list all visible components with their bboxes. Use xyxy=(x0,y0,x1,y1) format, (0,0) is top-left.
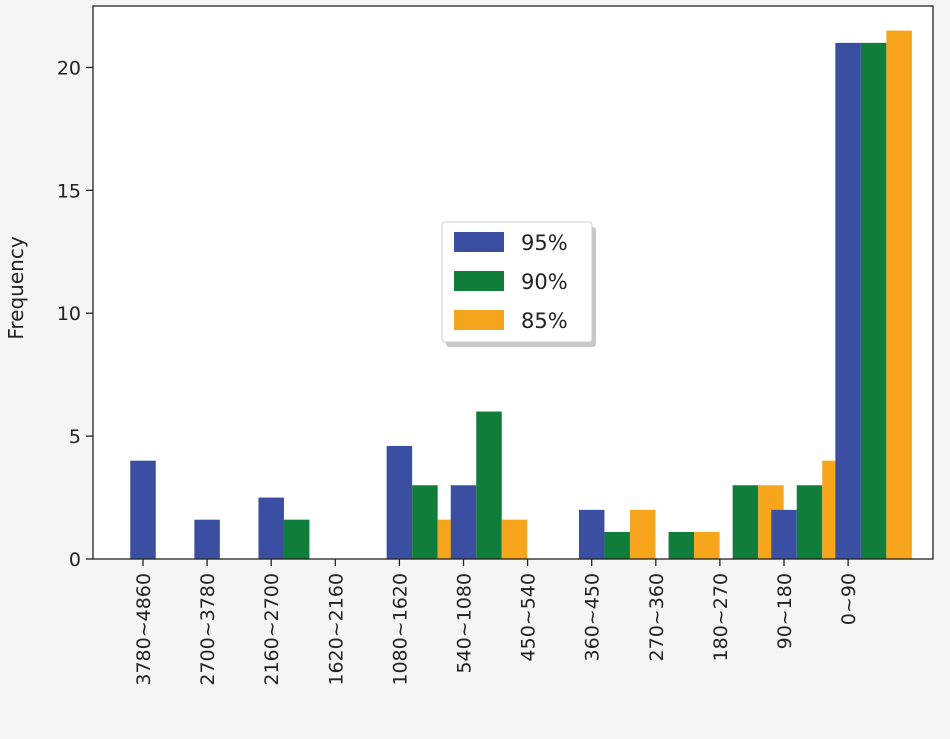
x-axis: 3780~4860 2700~3780 2160~2700 1620~2160 1080… xyxy=(133,559,860,686)
bar-90pct-0~90 xyxy=(860,42,887,560)
bar-95pct-540~1080 xyxy=(450,485,477,559)
x-tick-label: 540~1080 xyxy=(454,573,476,674)
bar-95pct-360~450 xyxy=(578,509,605,559)
bar-90pct-1080~1620 xyxy=(412,485,438,559)
legend-swatch-90 xyxy=(454,271,504,291)
bar-95pct-2160~2700 xyxy=(258,497,284,559)
x-tick-label: 1620~2160 xyxy=(325,573,347,686)
bar-90pct-540~1080 xyxy=(476,411,502,559)
x-tick-label: 90~180 xyxy=(774,573,796,649)
x-tick-label: 360~450 xyxy=(582,573,604,661)
x-tick-label: 3780~4860 xyxy=(133,573,155,686)
bar-95pct-3780~4860 xyxy=(130,460,156,559)
x-tick-label: 0~90 xyxy=(838,573,860,625)
bar-90pct-90~180 xyxy=(796,485,823,559)
legend-swatch-95 xyxy=(454,232,504,252)
y-axis-label: Frequency xyxy=(4,236,28,339)
bar-95pct-0~90 xyxy=(835,42,861,560)
y-tick-label: 15 xyxy=(57,180,81,202)
legend: 95% 90% 85% xyxy=(441,221,596,347)
x-tick-label: 1080~1620 xyxy=(389,573,411,686)
bars-layer xyxy=(130,30,912,560)
bar-90pct-360~450 xyxy=(604,531,630,559)
legend-label-95: 95% xyxy=(521,231,568,255)
plot-frame xyxy=(92,5,934,560)
y-tick-label: 10 xyxy=(57,303,81,325)
x-tick-label: 2700~3780 xyxy=(197,573,219,686)
x-tick-label: 2160~2700 xyxy=(261,573,283,686)
bar-90pct-2160~2700 xyxy=(283,519,310,559)
bar-95pct-1080~1620 xyxy=(386,445,413,559)
y-axis: 0 5 10 15 20 xyxy=(57,57,93,571)
y-tick-label: 5 xyxy=(69,426,81,448)
x-tick-label: 180~270 xyxy=(710,573,732,661)
bar-90pct-270~360 xyxy=(668,531,695,559)
y-tick-label: 0 xyxy=(69,549,81,571)
bar-95pct-90~180 xyxy=(771,509,797,559)
bar-95pct-2700~3780 xyxy=(194,519,220,559)
x-tick-label: 450~540 xyxy=(518,573,540,661)
bar-90pct-180~270 xyxy=(732,485,759,559)
y-tick-label: 20 xyxy=(57,57,81,79)
legend-label-90: 90% xyxy=(521,270,568,294)
x-tick-label: 270~360 xyxy=(646,573,668,661)
bar-85pct-540~1080 xyxy=(501,519,528,559)
legend-label-85: 85% xyxy=(521,309,568,333)
bar-85pct-270~360 xyxy=(694,531,720,559)
bar-85pct-0~90 xyxy=(886,30,912,560)
legend-swatch-85 xyxy=(454,310,504,330)
bar-85pct-360~450 xyxy=(629,509,656,559)
